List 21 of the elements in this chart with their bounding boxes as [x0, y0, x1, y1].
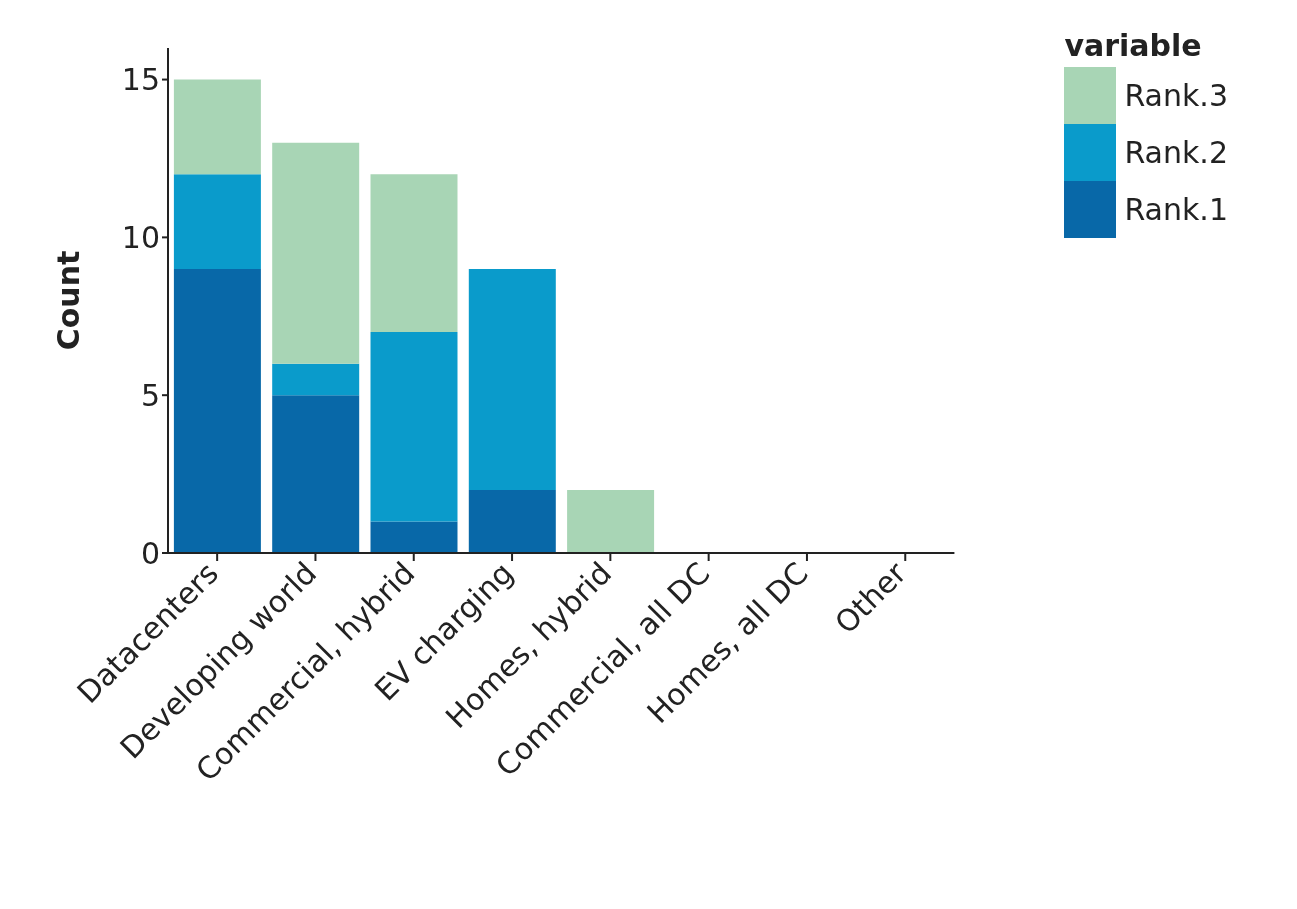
bar: [173, 174, 261, 269]
bar: [370, 332, 458, 522]
legend-title: variable: [1064, 28, 1203, 63]
y-axis-title: Count: [50, 250, 86, 351]
legend-label: Rank.1: [1124, 192, 1228, 227]
y-tick-label: 5: [140, 377, 160, 413]
bar: [370, 521, 458, 553]
bar: [468, 268, 556, 490]
bar: [567, 489, 655, 553]
bar: [468, 489, 556, 553]
bar: [272, 395, 360, 553]
legend-label: Rank.2: [1124, 135, 1228, 170]
bar: [272, 142, 360, 364]
y-tick-label: 10: [121, 220, 160, 256]
legend-label: Rank.3: [1124, 78, 1228, 113]
y-tick-label: 0: [140, 535, 160, 571]
y-tick-label: 15: [121, 62, 160, 98]
bar: [272, 363, 360, 396]
bar: [173, 268, 261, 553]
bar: [370, 174, 458, 333]
bar: [173, 79, 261, 175]
